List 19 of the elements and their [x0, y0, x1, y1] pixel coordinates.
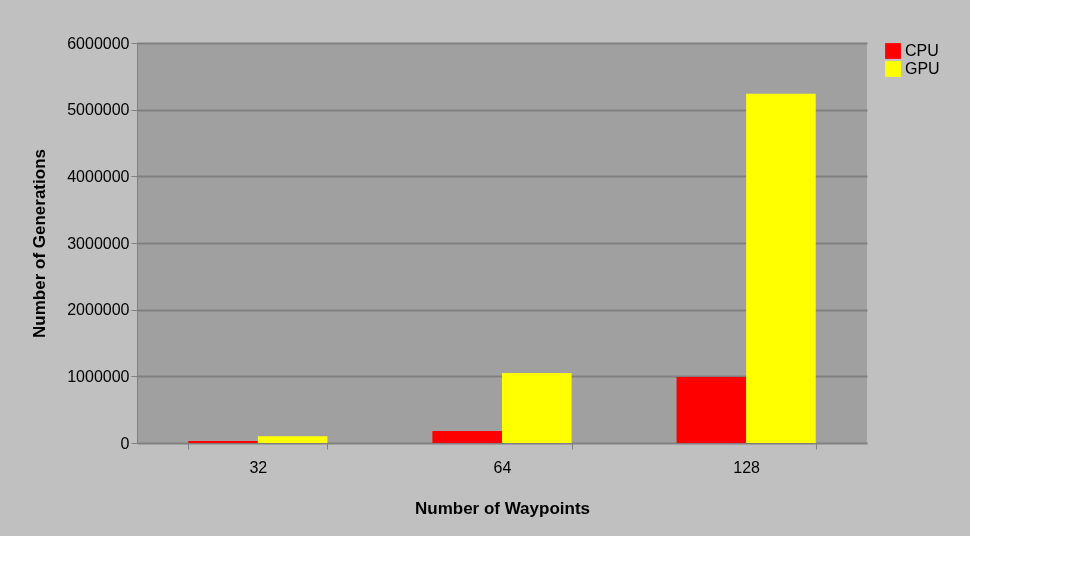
- y-tick-label: 4000000: [67, 167, 130, 185]
- bar: [432, 431, 502, 443]
- y-axis-title: Number of Generations: [30, 149, 50, 338]
- bar: [676, 377, 747, 443]
- y-tick-label: 3000000: [67, 234, 130, 252]
- x-tick-label: 128: [733, 458, 761, 476]
- bar: [746, 93, 816, 443]
- legend-label: GPU: [905, 60, 940, 77]
- y-tick-label: 6000000: [67, 34, 130, 52]
- x-tick-label: 32: [249, 458, 268, 476]
- bar: [502, 373, 572, 443]
- y-tick-label: 5000000: [67, 101, 130, 119]
- y-tick-label: 1000000: [67, 367, 130, 385]
- legend-label: CPU: [905, 42, 939, 59]
- y-tick-label: 2000000: [67, 301, 130, 319]
- x-axis-title: Number of Waypoints: [414, 498, 591, 518]
- bar: [257, 436, 328, 443]
- x-tick-label: 64: [493, 458, 512, 476]
- y-tick-label: 0: [120, 434, 130, 452]
